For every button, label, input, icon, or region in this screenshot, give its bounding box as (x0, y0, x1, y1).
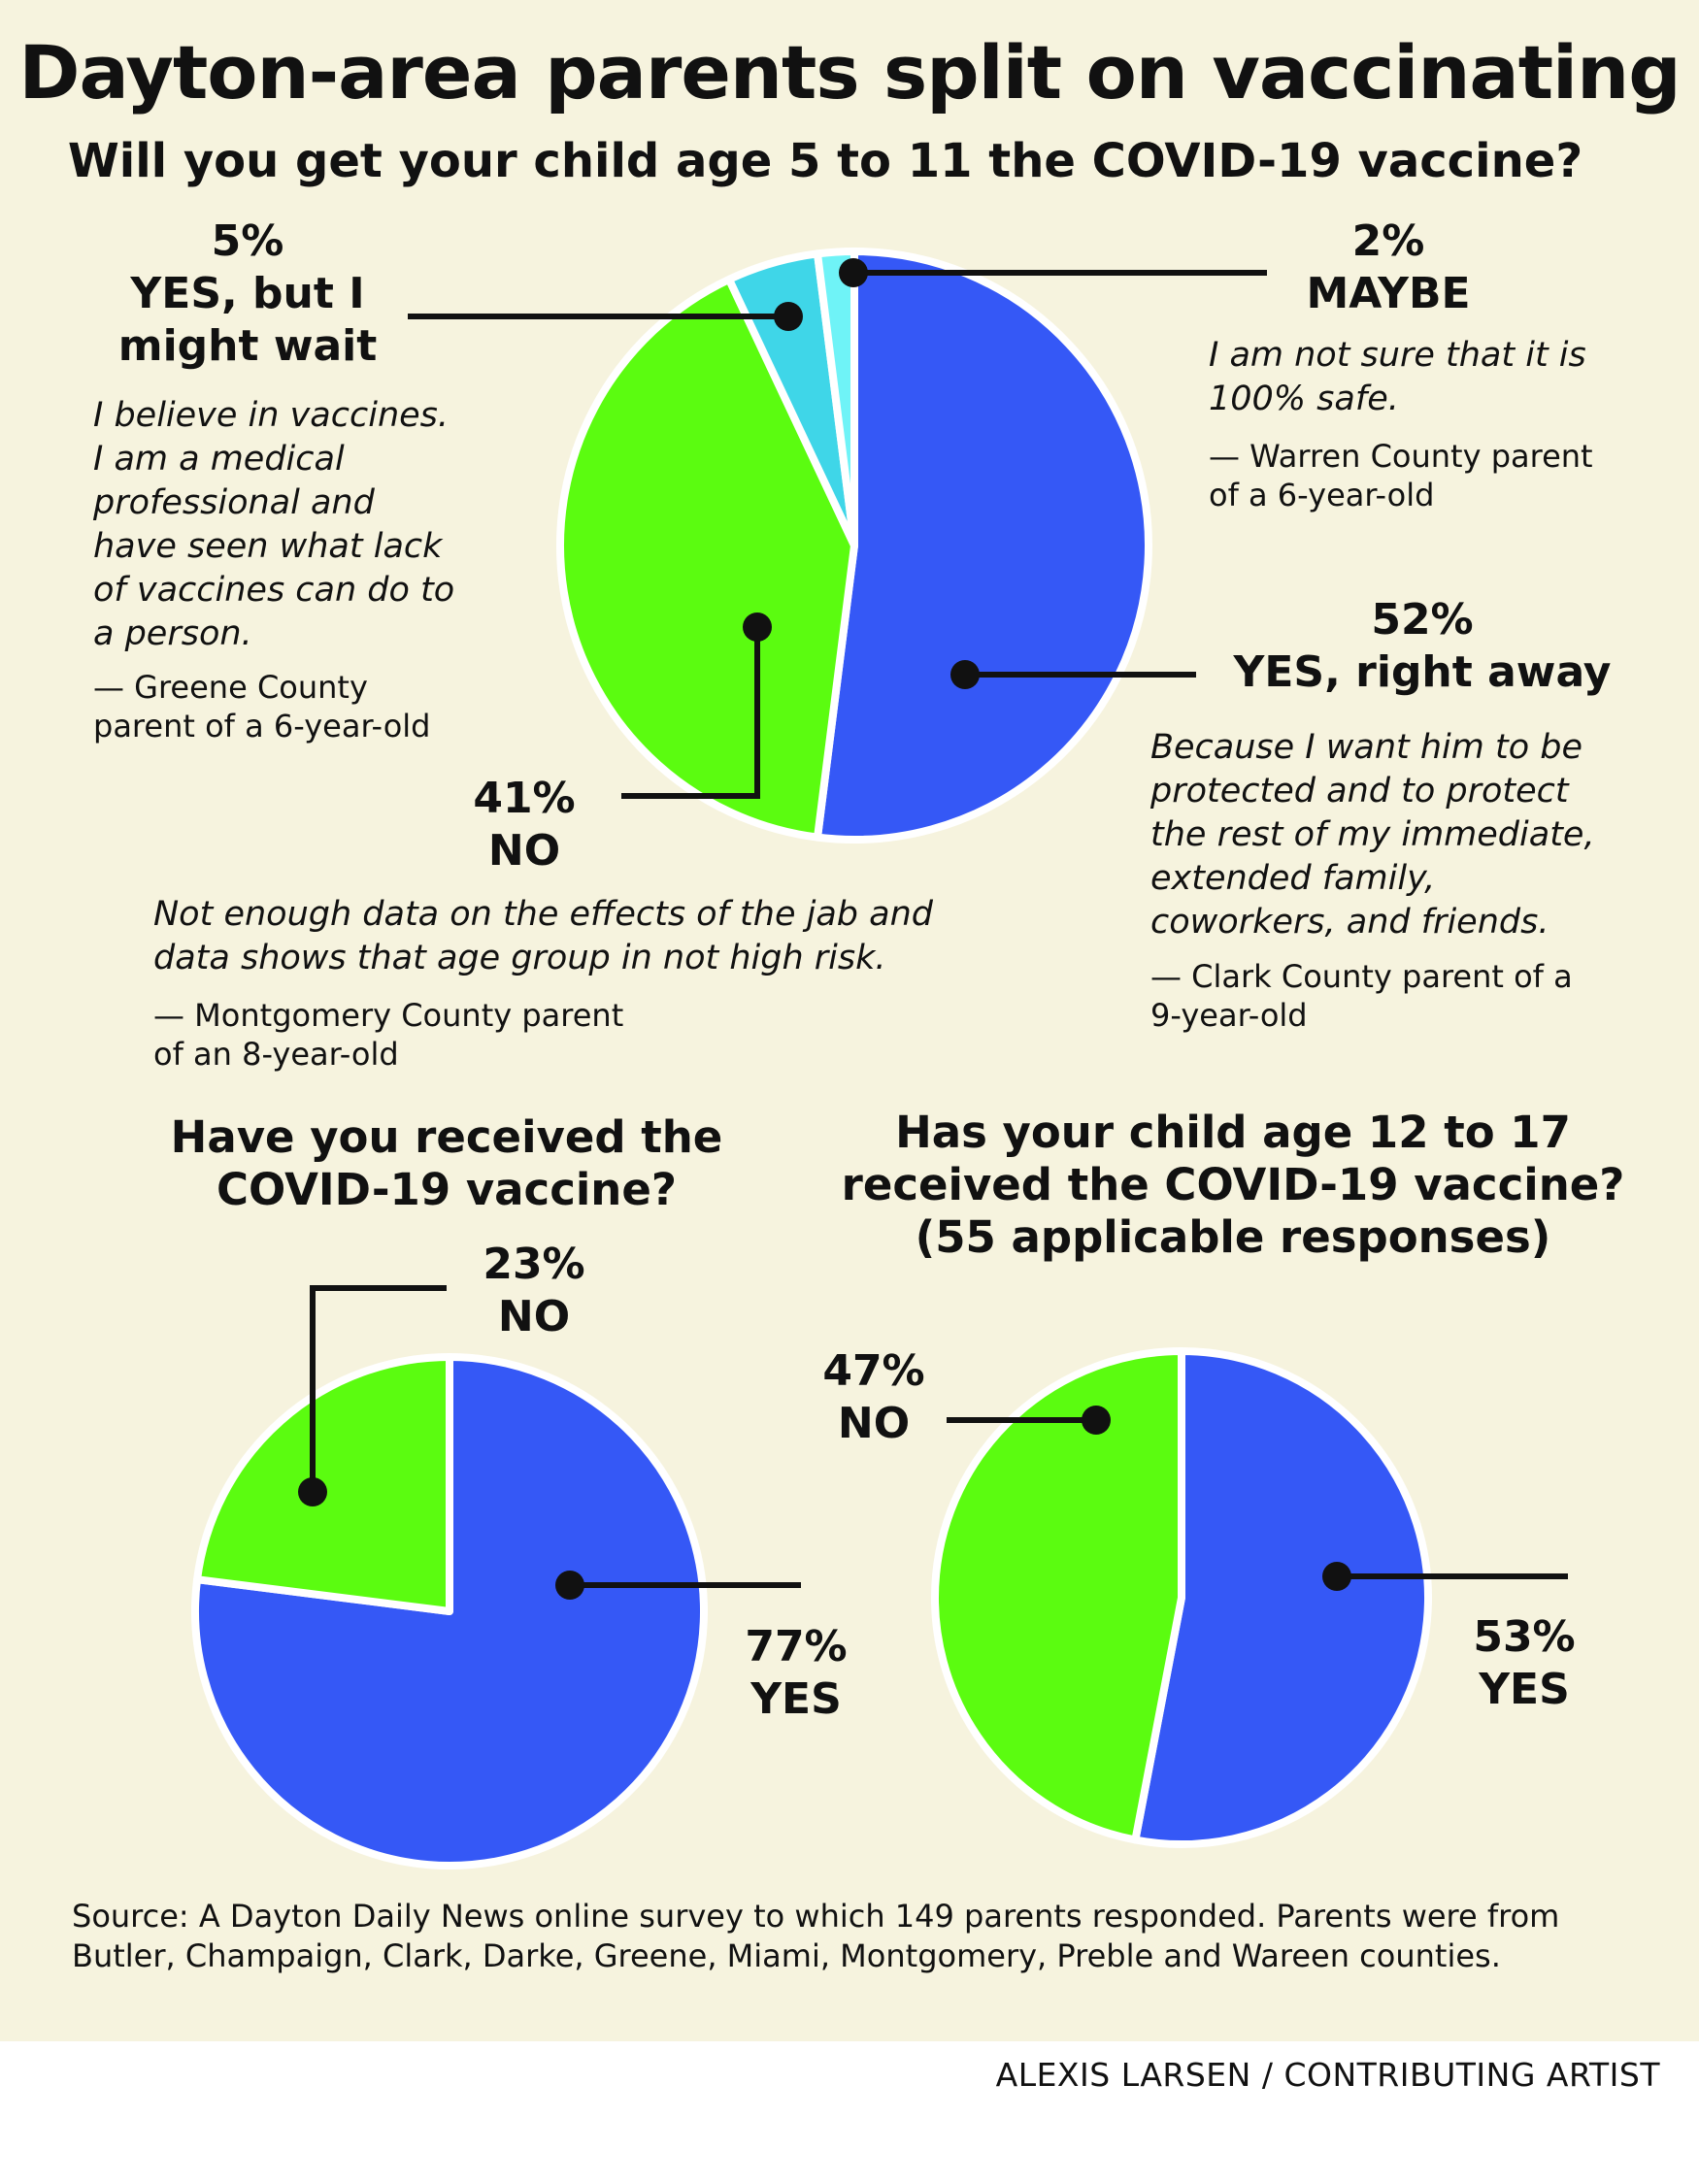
label-chart3-no: 47% NO (786, 1345, 961, 1450)
quote-yes-wait: I believe in vaccines. I am a medical pr… (93, 394, 511, 656)
question-line: Has your child age 12 to 17 (895, 1107, 1571, 1158)
pie-chart-parent-vaccinated (191, 1353, 708, 1870)
quote-line: extended family, (1150, 859, 1436, 898)
label-maybe: 2% MAYBE (1233, 215, 1544, 320)
artist-credit: ALEXIS LARSEN / CONTRIBUTING ARTIST (995, 2056, 1660, 2094)
label-chart3-yes-pct: 53% (1473, 1612, 1576, 1662)
label-chart2-yes: 77% YES (709, 1621, 883, 1726)
label-no-pct: 41% (473, 774, 576, 823)
label-chart2-no-pct: 23% (483, 1240, 585, 1289)
question-line: Have you received the (170, 1111, 723, 1163)
leader-lines (298, 258, 1568, 1600)
source-line: Source: A Dayton Daily News online surve… (72, 1898, 1560, 1935)
attribution-line: — Warren County parent (1209, 438, 1593, 475)
yes-right-away-leader-dot (950, 660, 980, 689)
page-title: Dayton-area parents split on vaccinating (18, 29, 1681, 116)
question-line: received the COVID-19 vaccine? (841, 1159, 1625, 1210)
attribution-line: of an 8-year-old (153, 1036, 399, 1073)
chart3-no-leader-dot (1082, 1406, 1111, 1435)
pie-slice-yes-right-away (814, 248, 1152, 844)
label-maybe-pct: 2% (1351, 216, 1425, 266)
label-maybe-text: MAYBE (1306, 269, 1471, 318)
source-note: Source: A Dayton Daily News online surve… (72, 1897, 1645, 1976)
label-chart3-yes: 53% YES (1437, 1611, 1612, 1716)
quote-line: of vaccines can do to (93, 571, 455, 610)
quote-maybe: I am not sure that it is 100% safe. (1209, 334, 1665, 421)
label-chart3-yes-text: YES (1479, 1665, 1570, 1714)
label-yes-wait-line1: YES, but I (130, 269, 365, 318)
attribution-no: — Montgomery County parent of an 8-year-… (153, 996, 833, 1074)
attribution-yes-right-away: — Clark County parent of a 9-year-old (1150, 957, 1655, 1035)
label-no-text: NO (487, 826, 561, 876)
label-yes-right-away-pct: 52% (1371, 595, 1474, 645)
attribution-line: 9-year-old (1150, 997, 1308, 1034)
attribution-maybe: — Warren County parent of a 6-year-old (1209, 437, 1665, 514)
label-no: 41% NO (427, 773, 621, 877)
question-line: (55 applicable responses) (915, 1211, 1551, 1263)
quote-line: Not enough data on the effects of the ja… (153, 895, 933, 934)
label-chart2-no: 23% NO (447, 1239, 621, 1343)
chart2-yes-leader-dot (555, 1571, 584, 1600)
pie-chart-5-to-11 (556, 248, 1152, 844)
pie-slice-maybe (814, 248, 858, 549)
no-leader-line (621, 627, 760, 799)
quote-yes-right-away: Because I want him to be protected and t… (1150, 726, 1655, 944)
chart2-no-leader-line (310, 1285, 447, 1492)
pie-slice-no (931, 1347, 1185, 1844)
attribution-yes-wait: — Greene County parent of a 6-year-old (93, 668, 511, 745)
question-line: COVID-19 vaccine? (217, 1164, 677, 1215)
label-chart2-yes-pct: 77% (745, 1622, 848, 1671)
quote-line: I am a medical (93, 440, 345, 479)
chart3-yes-leader-dot (1322, 1562, 1351, 1591)
yes-wait-leader-dot (774, 302, 803, 331)
quote-line: 100% safe. (1209, 380, 1399, 418)
quote-line: protected and to protect (1150, 772, 1569, 811)
pie-chart-12-to-17 (931, 1347, 1432, 1848)
quote-line: the rest of my immediate, (1150, 815, 1595, 854)
no-leader-dot (743, 612, 772, 642)
attribution-line: parent of a 6-year-old (93, 708, 431, 745)
pie-slice-no (556, 275, 858, 842)
quote-line: data shows that age group in not high ri… (153, 939, 886, 977)
label-yes-wait-pct: 5% (211, 216, 284, 266)
quote-line: Because I want him to be (1150, 728, 1583, 767)
label-yes-right-away: 52% YES, right away (1223, 594, 1621, 699)
label-chart3-no-pct: 47% (822, 1346, 925, 1396)
question-parent-vaccinated: Have you received the COVID-19 vaccine? (97, 1111, 796, 1216)
attribution-line: — Greene County (93, 669, 368, 706)
quote-line: I am not sure that it is (1209, 336, 1586, 375)
quote-line: professional and (93, 483, 375, 522)
label-chart2-yes-text: YES (750, 1674, 842, 1724)
attribution-line: of a 6-year-old (1209, 477, 1435, 513)
quote-line: a person. (93, 614, 252, 653)
source-line: Butler, Champaign, Clark, Darke, Greene,… (72, 1937, 1501, 1974)
quote-line: have seen what lack (93, 527, 443, 566)
quote-no: Not enough data on the effects of the ja… (153, 893, 1027, 980)
pie-slice-yes (1131, 1347, 1432, 1848)
maybe-leader-dot (839, 258, 868, 287)
label-chart3-no-text: NO (837, 1399, 911, 1448)
question-child-12-to-17: Has your child age 12 to 17 received the… (816, 1107, 1650, 1264)
quote-line: coworkers, and friends. (1150, 903, 1549, 942)
attribution-line: — Montgomery County parent (153, 997, 624, 1034)
label-yes-wait-line2: might wait (117, 321, 378, 371)
page-subtitle: Will you get your child age 5 to 11 the … (67, 134, 1583, 188)
label-chart2-no-text: NO (497, 1292, 571, 1341)
chart2-no-leader-dot (298, 1477, 327, 1506)
attribution-line: — Clark County parent of a (1150, 958, 1573, 995)
label-yes-right-away-text: YES, right away (1233, 647, 1612, 697)
quote-line: I believe in vaccines. (93, 396, 450, 435)
label-yes-wait: 5% YES, but I might wait (87, 215, 408, 373)
